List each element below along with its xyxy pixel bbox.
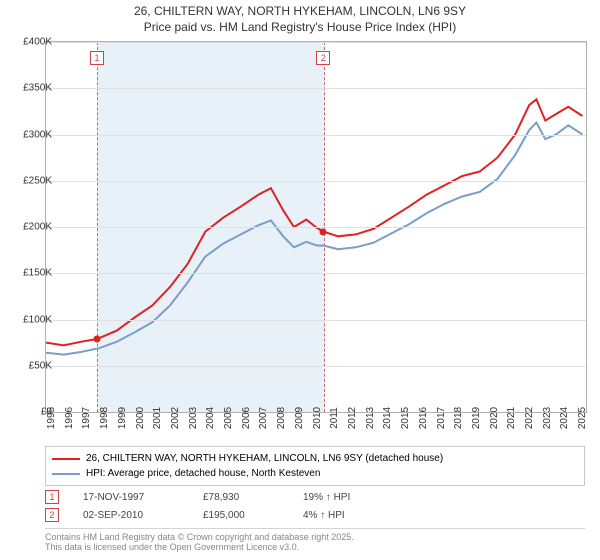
event-marker-2: 2 xyxy=(45,508,59,522)
y-tick-label: £400K xyxy=(7,37,52,48)
sale-marker-1: 1 xyxy=(90,51,104,65)
y-tick-label: £150K xyxy=(7,268,52,279)
event-delta-1: 19% ↑ HPI xyxy=(303,492,403,503)
x-tick-label: 2020 xyxy=(489,407,500,429)
x-tick-label: 2013 xyxy=(365,407,376,429)
x-tick-label: 1998 xyxy=(99,407,110,429)
gridline xyxy=(46,320,586,321)
event-date-1: 17-NOV-1997 xyxy=(83,492,203,503)
gridline xyxy=(46,273,586,274)
x-tick-label: 2023 xyxy=(542,407,553,429)
gridline xyxy=(46,366,586,367)
legend: 26, CHILTERN WAY, NORTH HYKEHAM, LINCOLN… xyxy=(45,446,585,486)
x-tick-label: 2019 xyxy=(471,407,482,429)
x-tick-label: 2015 xyxy=(400,407,411,429)
x-tick-label: 2016 xyxy=(418,407,429,429)
x-tick-label: 2025 xyxy=(577,407,588,429)
title-line-1: 26, CHILTERN WAY, NORTH HYKEHAM, LINCOLN… xyxy=(0,4,600,20)
gridline xyxy=(46,181,586,182)
legend-row-red: 26, CHILTERN WAY, NORTH HYKEHAM, LINCOLN… xyxy=(52,451,578,466)
legend-swatch-blue xyxy=(52,473,80,475)
x-tick-label: 2007 xyxy=(258,407,269,429)
title-block: 26, CHILTERN WAY, NORTH HYKEHAM, LINCOLN… xyxy=(0,0,600,35)
event-delta-2: 4% ↑ HPI xyxy=(303,510,403,521)
event-date-2: 02-SEP-2010 xyxy=(83,510,203,521)
legend-label-blue: HPI: Average price, detached house, Nort… xyxy=(86,466,320,481)
x-tick-label: 2004 xyxy=(205,407,216,429)
x-tick-label: 2012 xyxy=(347,407,358,429)
sale-dot xyxy=(93,336,100,343)
footnote: Contains HM Land Registry data © Crown c… xyxy=(45,528,585,552)
series-red xyxy=(46,100,583,346)
title-line-2: Price paid vs. HM Land Registry's House … xyxy=(0,20,600,36)
x-tick-label: 2024 xyxy=(559,407,570,429)
x-tick-label: 2002 xyxy=(170,407,181,429)
footnote-line-1: Contains HM Land Registry data © Crown c… xyxy=(45,532,585,542)
y-tick-label: £50K xyxy=(7,360,52,371)
x-tick-label: 1999 xyxy=(117,407,128,429)
x-tick-label: 2005 xyxy=(223,407,234,429)
x-tick-label: 2010 xyxy=(312,407,323,429)
event-marker-1: 1 xyxy=(45,490,59,504)
legend-swatch-red xyxy=(52,458,80,460)
footnote-line-2: This data is licensed under the Open Gov… xyxy=(45,542,585,552)
x-tick-label: 2011 xyxy=(329,407,340,429)
y-tick-label: £0 xyxy=(7,407,52,418)
y-tick-label: £100K xyxy=(7,314,52,325)
y-tick-label: £350K xyxy=(7,83,52,94)
gridline xyxy=(46,88,586,89)
x-tick-label: 2001 xyxy=(152,407,163,429)
x-tick-label: 2008 xyxy=(276,407,287,429)
sale-dot xyxy=(320,228,327,235)
gridline xyxy=(46,227,586,228)
x-tick-label: 2021 xyxy=(506,407,517,429)
chart-plot-area: 1995199619971998199920002001200220032004… xyxy=(45,41,587,413)
legend-row-blue: HPI: Average price, detached house, Nort… xyxy=(52,466,578,481)
legend-label-red: 26, CHILTERN WAY, NORTH HYKEHAM, LINCOLN… xyxy=(86,451,443,466)
event-row-1: 1 17-NOV-1997 £78,930 19% ↑ HPI xyxy=(45,490,403,504)
x-tick-label: 2022 xyxy=(524,407,535,429)
event-row-2: 2 02-SEP-2010 £195,000 4% ↑ HPI xyxy=(45,508,403,522)
y-tick-label: £250K xyxy=(7,175,52,186)
x-tick-label: 2014 xyxy=(382,407,393,429)
x-tick-label: 2003 xyxy=(188,407,199,429)
y-tick-label: £200K xyxy=(7,222,52,233)
x-tick-label: 2018 xyxy=(453,407,464,429)
y-tick-label: £300K xyxy=(7,129,52,140)
x-tick-label: 2017 xyxy=(436,407,447,429)
x-tick-label: 1997 xyxy=(81,407,92,429)
gridline xyxy=(46,42,586,43)
x-tick-label: 2000 xyxy=(135,407,146,429)
x-tick-label: 2009 xyxy=(294,407,305,429)
sale-marker-2: 2 xyxy=(316,51,330,65)
event-price-2: £195,000 xyxy=(203,510,303,521)
x-tick-label: 2006 xyxy=(241,407,252,429)
x-tick-label: 1996 xyxy=(64,407,75,429)
event-price-1: £78,930 xyxy=(203,492,303,503)
chart-container: 26, CHILTERN WAY, NORTH HYKEHAM, LINCOLN… xyxy=(0,0,600,560)
gridline xyxy=(46,135,586,136)
